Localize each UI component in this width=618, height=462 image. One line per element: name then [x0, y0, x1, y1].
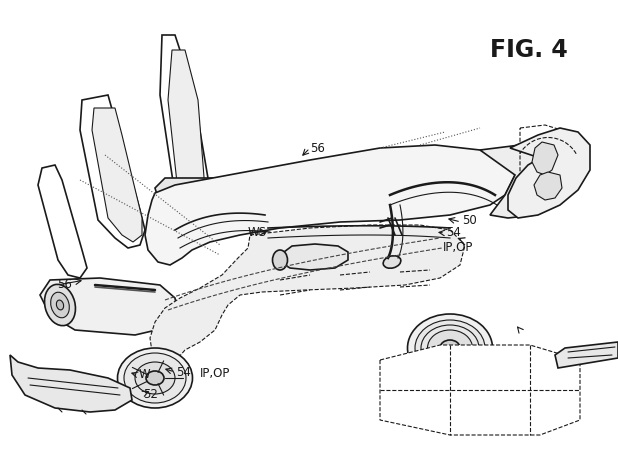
Ellipse shape [383, 256, 401, 268]
Ellipse shape [440, 340, 460, 356]
Ellipse shape [44, 284, 75, 326]
Polygon shape [80, 95, 145, 248]
Ellipse shape [428, 330, 473, 366]
Polygon shape [280, 244, 348, 270]
Ellipse shape [56, 300, 64, 310]
Polygon shape [380, 345, 580, 435]
Polygon shape [534, 172, 562, 200]
Ellipse shape [135, 362, 175, 394]
Ellipse shape [117, 348, 192, 408]
Text: 50: 50 [462, 213, 476, 226]
Polygon shape [155, 178, 220, 198]
Polygon shape [160, 35, 210, 225]
Polygon shape [92, 108, 142, 242]
Polygon shape [38, 165, 87, 278]
Text: WS: WS [248, 225, 267, 238]
Polygon shape [480, 145, 572, 218]
Ellipse shape [407, 314, 493, 382]
Ellipse shape [273, 250, 287, 270]
Polygon shape [10, 355, 132, 412]
Text: IP,OP: IP,OP [200, 366, 231, 379]
Text: 52: 52 [143, 389, 158, 401]
Ellipse shape [124, 353, 186, 403]
Polygon shape [150, 225, 465, 362]
Ellipse shape [415, 320, 485, 376]
Text: 54: 54 [446, 225, 461, 238]
Text: IP,OP: IP,OP [443, 241, 473, 254]
Text: 54: 54 [176, 366, 191, 379]
Polygon shape [168, 50, 205, 220]
Polygon shape [145, 145, 515, 265]
Polygon shape [555, 342, 618, 368]
Text: 56: 56 [310, 141, 325, 154]
Polygon shape [508, 128, 590, 218]
Text: 56: 56 [57, 279, 72, 292]
Polygon shape [532, 142, 558, 175]
Polygon shape [40, 278, 178, 335]
Text: W: W [139, 369, 151, 382]
Ellipse shape [146, 371, 164, 385]
Text: FIG. 4: FIG. 4 [490, 38, 568, 62]
Ellipse shape [51, 292, 69, 318]
